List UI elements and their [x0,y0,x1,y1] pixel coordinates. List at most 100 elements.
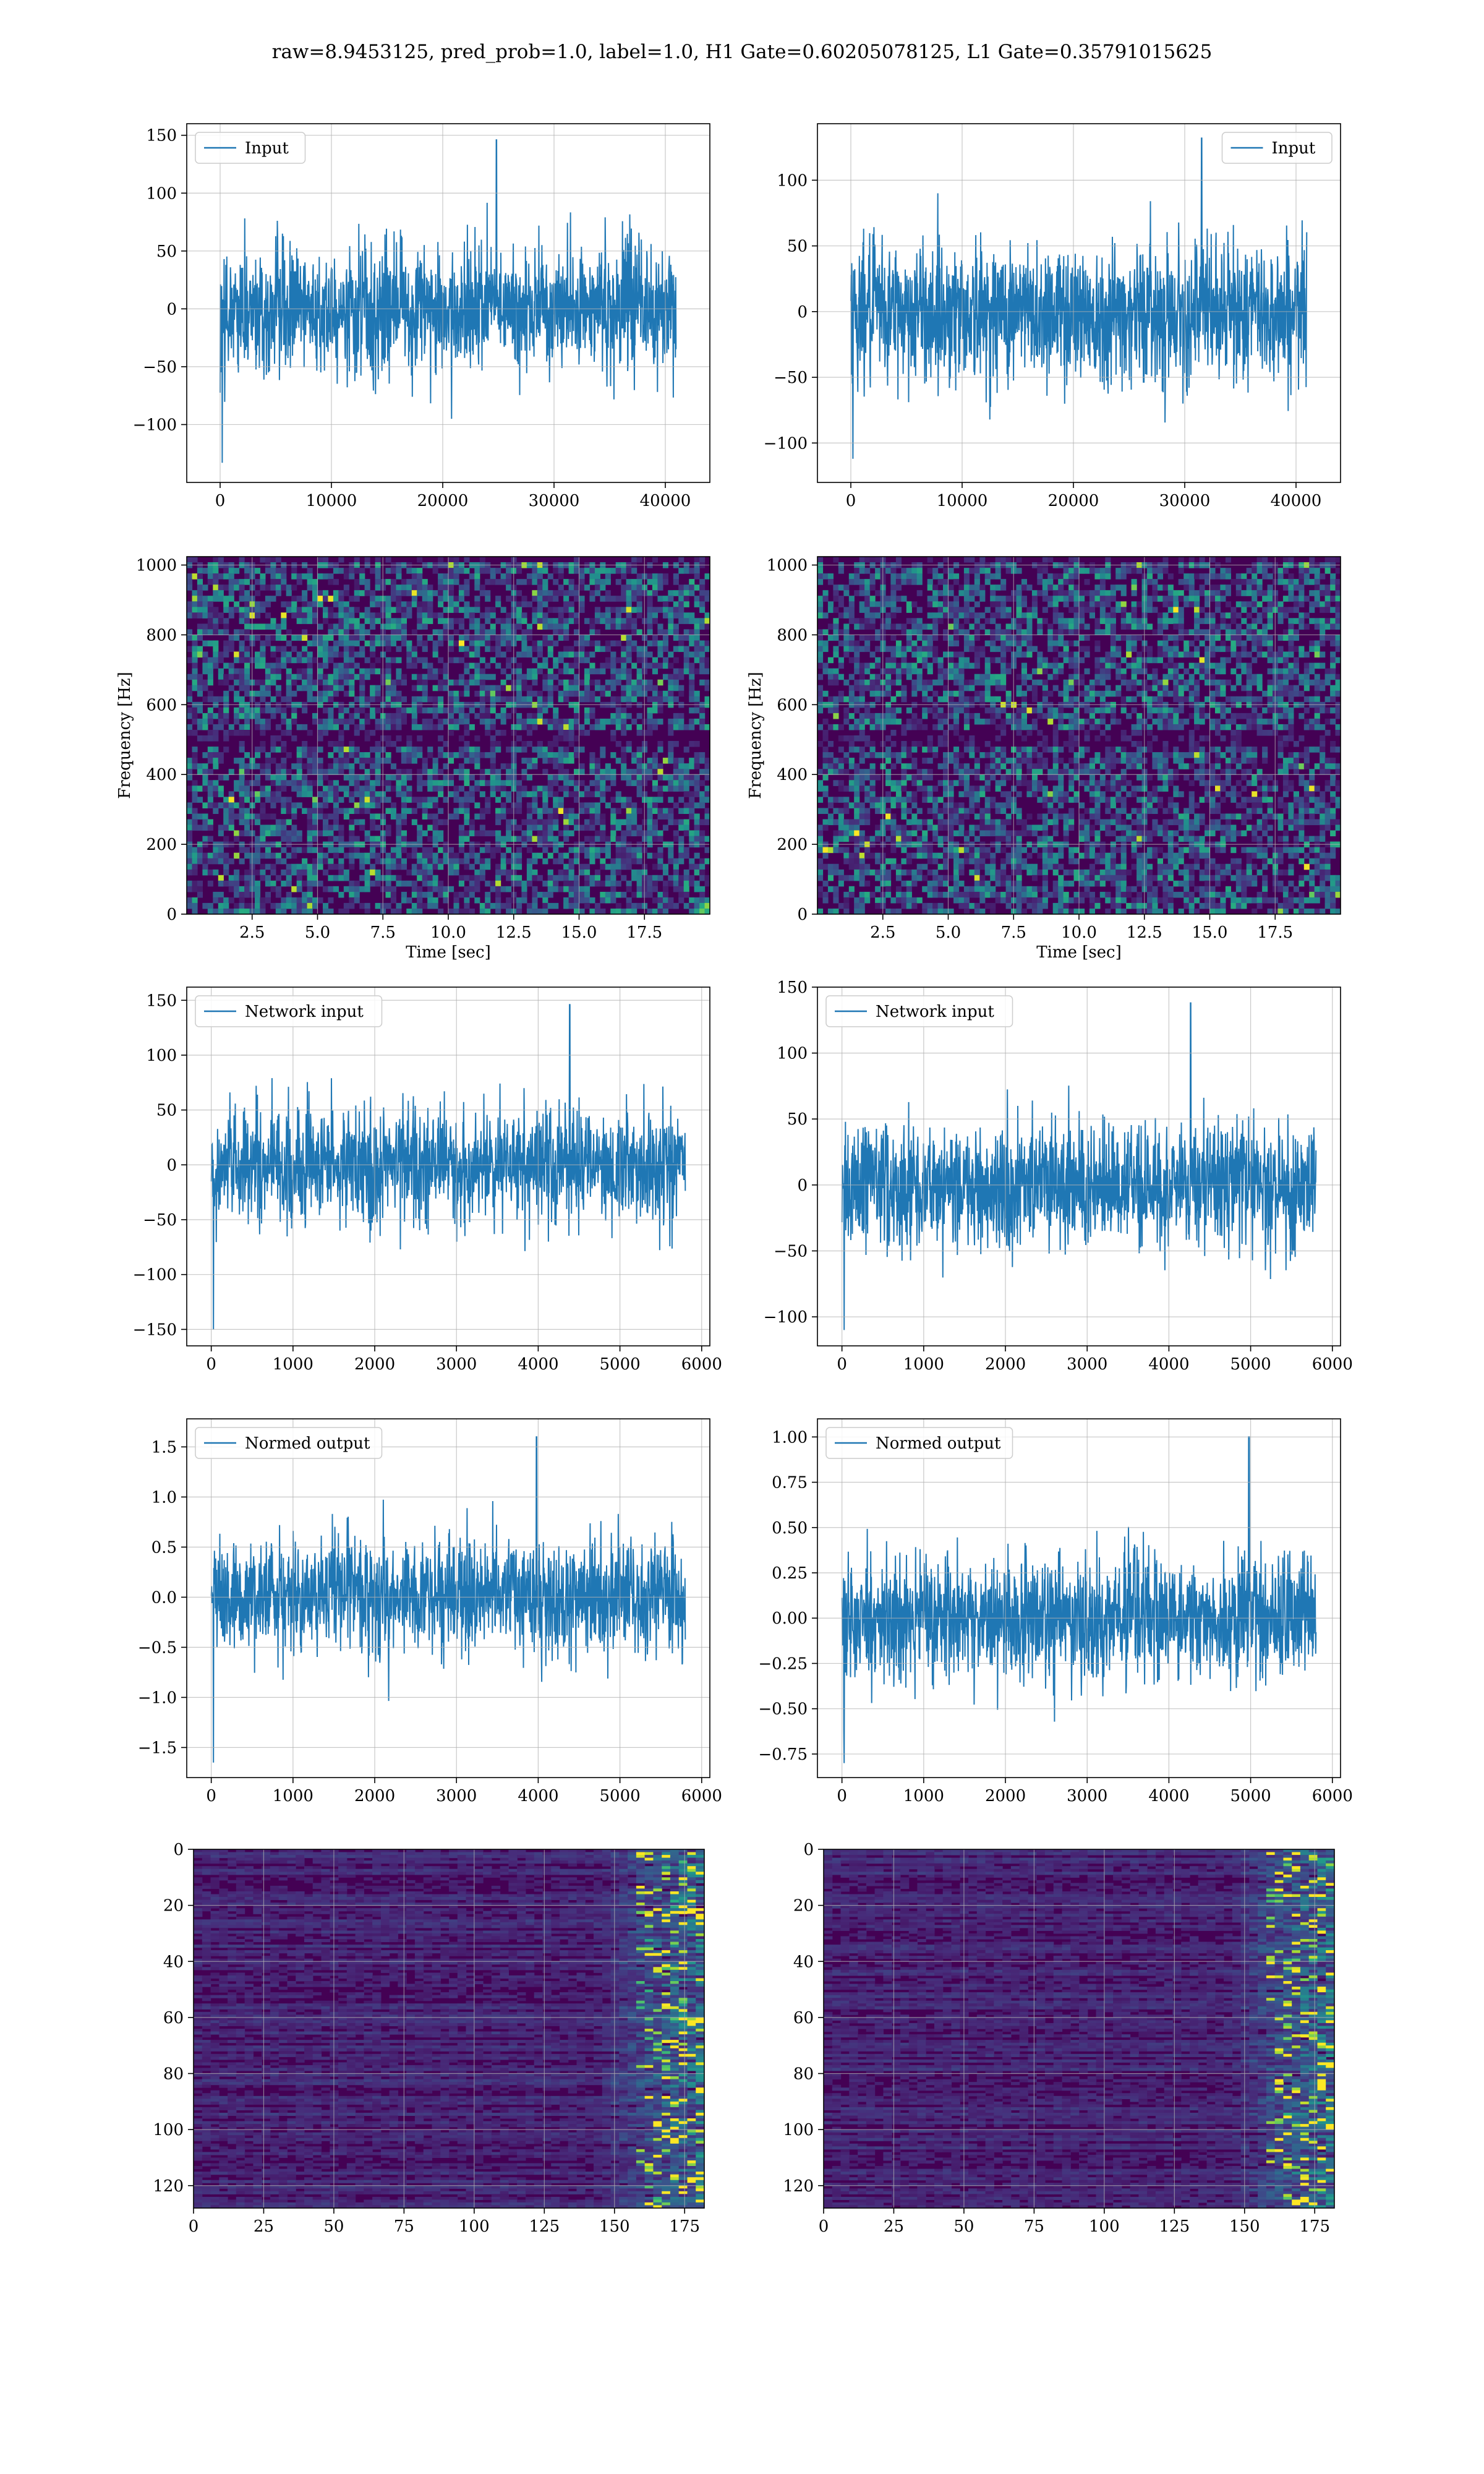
tick-label-y: 20 [793,1897,814,1915]
tick-label-x: 20000 [1048,492,1099,510]
tick-label-x: 10000 [306,492,357,510]
tick-label-x: 12.5 [496,923,532,942]
tick-label-y: −100 [764,434,808,453]
tick-label-y: 0.00 [772,1609,808,1628]
tick-label-x: 150 [599,2217,630,2236]
tick-label-x: 50 [323,2217,344,2236]
tick-label-x: 4000 [518,1787,558,1805]
tick-label-x: 0 [846,492,856,510]
legend: Network input [195,995,383,1027]
tick-label-y: −50 [143,358,177,377]
tick-label-x: 0 [189,2217,199,2236]
panel-act-h1: 0 25 50 75 100 125 150 175 0 20 40 60 80 100 120 [153,1841,705,2236]
tick-label-y: −0.5 [138,1638,177,1657]
tick-label-y: −150 [133,1320,177,1339]
tick-label-y: 1000 [136,557,177,575]
tick-label-x: 0 [215,492,226,510]
tick-label-x: 10.0 [430,923,466,942]
tick-label-y: 50 [156,242,177,261]
tick-label-x: 3000 [1067,1355,1107,1374]
legend-label: Network input [876,1003,994,1021]
tick-label-y: 600 [777,696,808,714]
tick-label-x: 0 [206,1355,216,1374]
tick-label-x: 10.0 [1061,923,1097,942]
axes-frame [186,987,710,1346]
panel-input-h1: 0 10000 20000 30000 40000 −100 −50 0 50 100 150 Inp… [133,123,710,510]
tick-label-y: 0 [797,303,808,322]
tick-label-x: 0 [837,1787,847,1805]
legend-box [825,1427,1013,1459]
tick-label-x: 10000 [937,492,988,510]
tick-label-y: 0 [166,905,177,924]
tick-label-y: 100 [146,184,177,203]
legend-box [195,132,306,164]
tick-label-x: 1000 [903,1787,944,1805]
legend-label: Input [245,139,289,158]
tick-label-x: 2000 [354,1355,395,1374]
tick-label-x: 17.5 [626,923,662,942]
tick-label-y: 1000 [767,557,808,575]
tick-label-y: 0 [166,300,177,319]
tick-label-y: −100 [133,416,177,434]
tick-label-x: 175 [1299,2217,1330,2236]
tick-label-y: 400 [777,766,808,784]
tick-label-x: 100 [459,2217,490,2236]
tick-label-y: 800 [146,626,177,644]
tick-label-x: 6000 [1312,1355,1353,1374]
tick-label-x: 175 [669,2217,700,2236]
tick-label-y: 1.0 [151,1488,177,1507]
tick-label-x: 2000 [985,1787,1026,1805]
axes-frame [817,123,1341,483]
tick-label-y: 0 [166,1156,177,1175]
tick-label-x: 25 [884,2217,904,2236]
tick-label-x: 75 [394,2217,414,2236]
axes-frame [186,123,710,483]
tick-label-y: −0.75 [758,1745,808,1764]
tick-label-x: 40000 [640,492,691,510]
tick-label-y: 100 [777,171,808,190]
panel-act-l1: 0 25 50 75 100 125 150 175 0 20 40 60 80 100 120 [783,1841,1335,2236]
tick-label-x: 2000 [354,1787,395,1805]
tick-label-x: 2.5 [239,923,265,942]
tick-label-x: 1000 [273,1355,313,1374]
legend-box [825,995,1013,1027]
tick-label-y: 1.00 [772,1428,808,1447]
axes-frame [817,1418,1341,1778]
tick-label-y: 200 [777,836,808,854]
tick-label-y: 20 [163,1897,184,1915]
tick-label-y: 80 [163,2065,184,2084]
tick-label-y: −100 [133,1266,177,1285]
tick-label-y: 0 [173,1841,184,1859]
tick-label-x: 1000 [903,1355,944,1374]
tick-label-x: 3000 [1067,1787,1107,1805]
tick-label-y: −50 [143,1211,177,1230]
tick-label-x: 20000 [417,492,469,510]
legend-label: Normed output [245,1434,370,1453]
heatmap-act-l1 [824,1849,1334,2208]
tick-label-x: 0 [837,1355,847,1374]
tick-label-x: 15.0 [561,923,597,942]
tick-label-x: 50 [953,2217,974,2236]
tick-label-y: 0.0 [151,1588,177,1607]
tick-label-x: 6000 [681,1355,722,1374]
tick-label-x: 12.5 [1127,923,1162,942]
y-axis-label: Frequency [Hz] [746,672,765,799]
tick-label-y: 0.75 [772,1474,808,1492]
tick-label-x: 150 [1229,2217,1260,2236]
tick-label-x: 7.5 [1001,923,1026,942]
panel-norm-h1: 0 1000 2000 3000 4000 5000 6000 −1.5 −1.0 −0.5 0.0… [138,1418,722,1805]
tick-label-x: 100 [1089,2217,1120,2236]
tick-label-y: 50 [787,1110,808,1129]
tick-label-y: 100 [783,2121,814,2139]
legend: Normed output [195,1427,383,1459]
tick-label-y: −1.0 [138,1689,177,1707]
tick-label-y: 0.50 [772,1519,808,1538]
tick-label-y: 80 [793,2065,814,2084]
tick-label-y: 150 [146,127,177,145]
tick-label-y: 150 [777,978,808,997]
tick-label-x: 2000 [985,1355,1026,1374]
tick-label-y: −100 [764,1308,808,1327]
tick-label-y: 40 [163,1953,184,1971]
tick-label-y: 0 [803,1841,814,1859]
